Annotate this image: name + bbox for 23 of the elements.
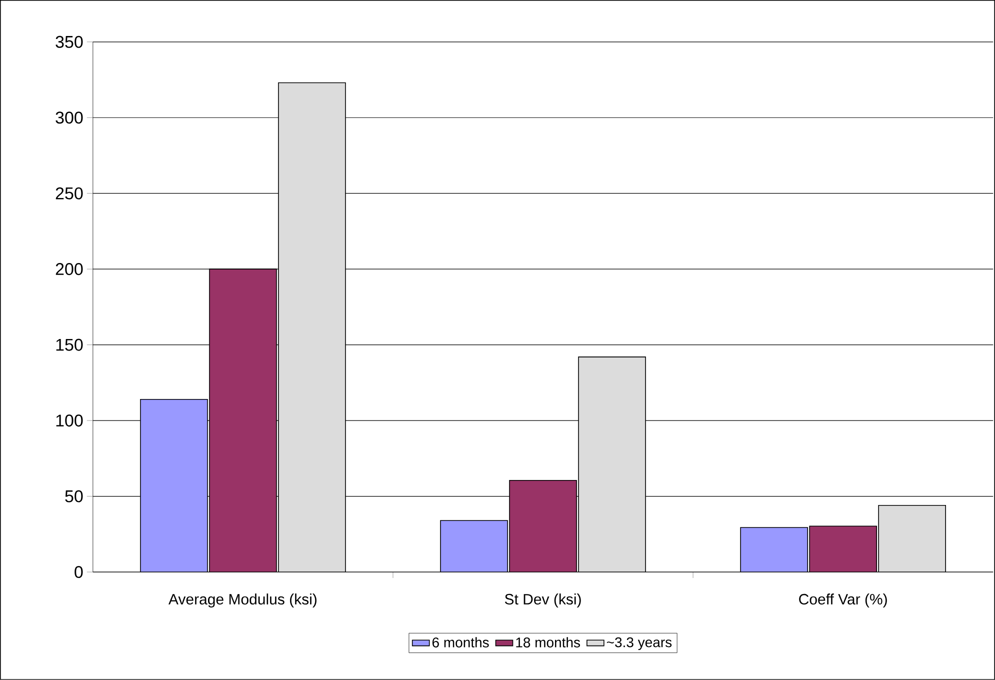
x-tick-label: Average Modulus (ksi) — [168, 594, 316, 608]
y-tick-label: 250 — [56, 187, 83, 200]
legend-label: 6 months — [432, 637, 489, 648]
legend-label: 18 months — [516, 637, 580, 648]
y-tick-label: 200 — [56, 263, 83, 276]
y-tick-label: 0 — [74, 566, 83, 578]
bar — [209, 268, 277, 572]
y-tick-label: 150 — [56, 338, 83, 351]
bar — [740, 527, 808, 572]
bar — [140, 398, 208, 572]
bar — [509, 480, 577, 572]
bar — [578, 356, 646, 572]
bar — [878, 504, 946, 572]
y-tick-label: 100 — [56, 414, 83, 427]
bar — [809, 526, 877, 572]
y-tick-label: 50 — [65, 490, 83, 502]
y-tick-label: 350 — [56, 36, 83, 48]
legend-label: ~3.3 years — [606, 637, 672, 650]
x-tick-label: Coeff Var (%) — [799, 594, 887, 608]
x-tick-label: St Dev (ksi) — [504, 594, 581, 608]
bar — [440, 520, 508, 572]
bar — [278, 82, 346, 572]
y-tick-label: 300 — [56, 112, 83, 124]
